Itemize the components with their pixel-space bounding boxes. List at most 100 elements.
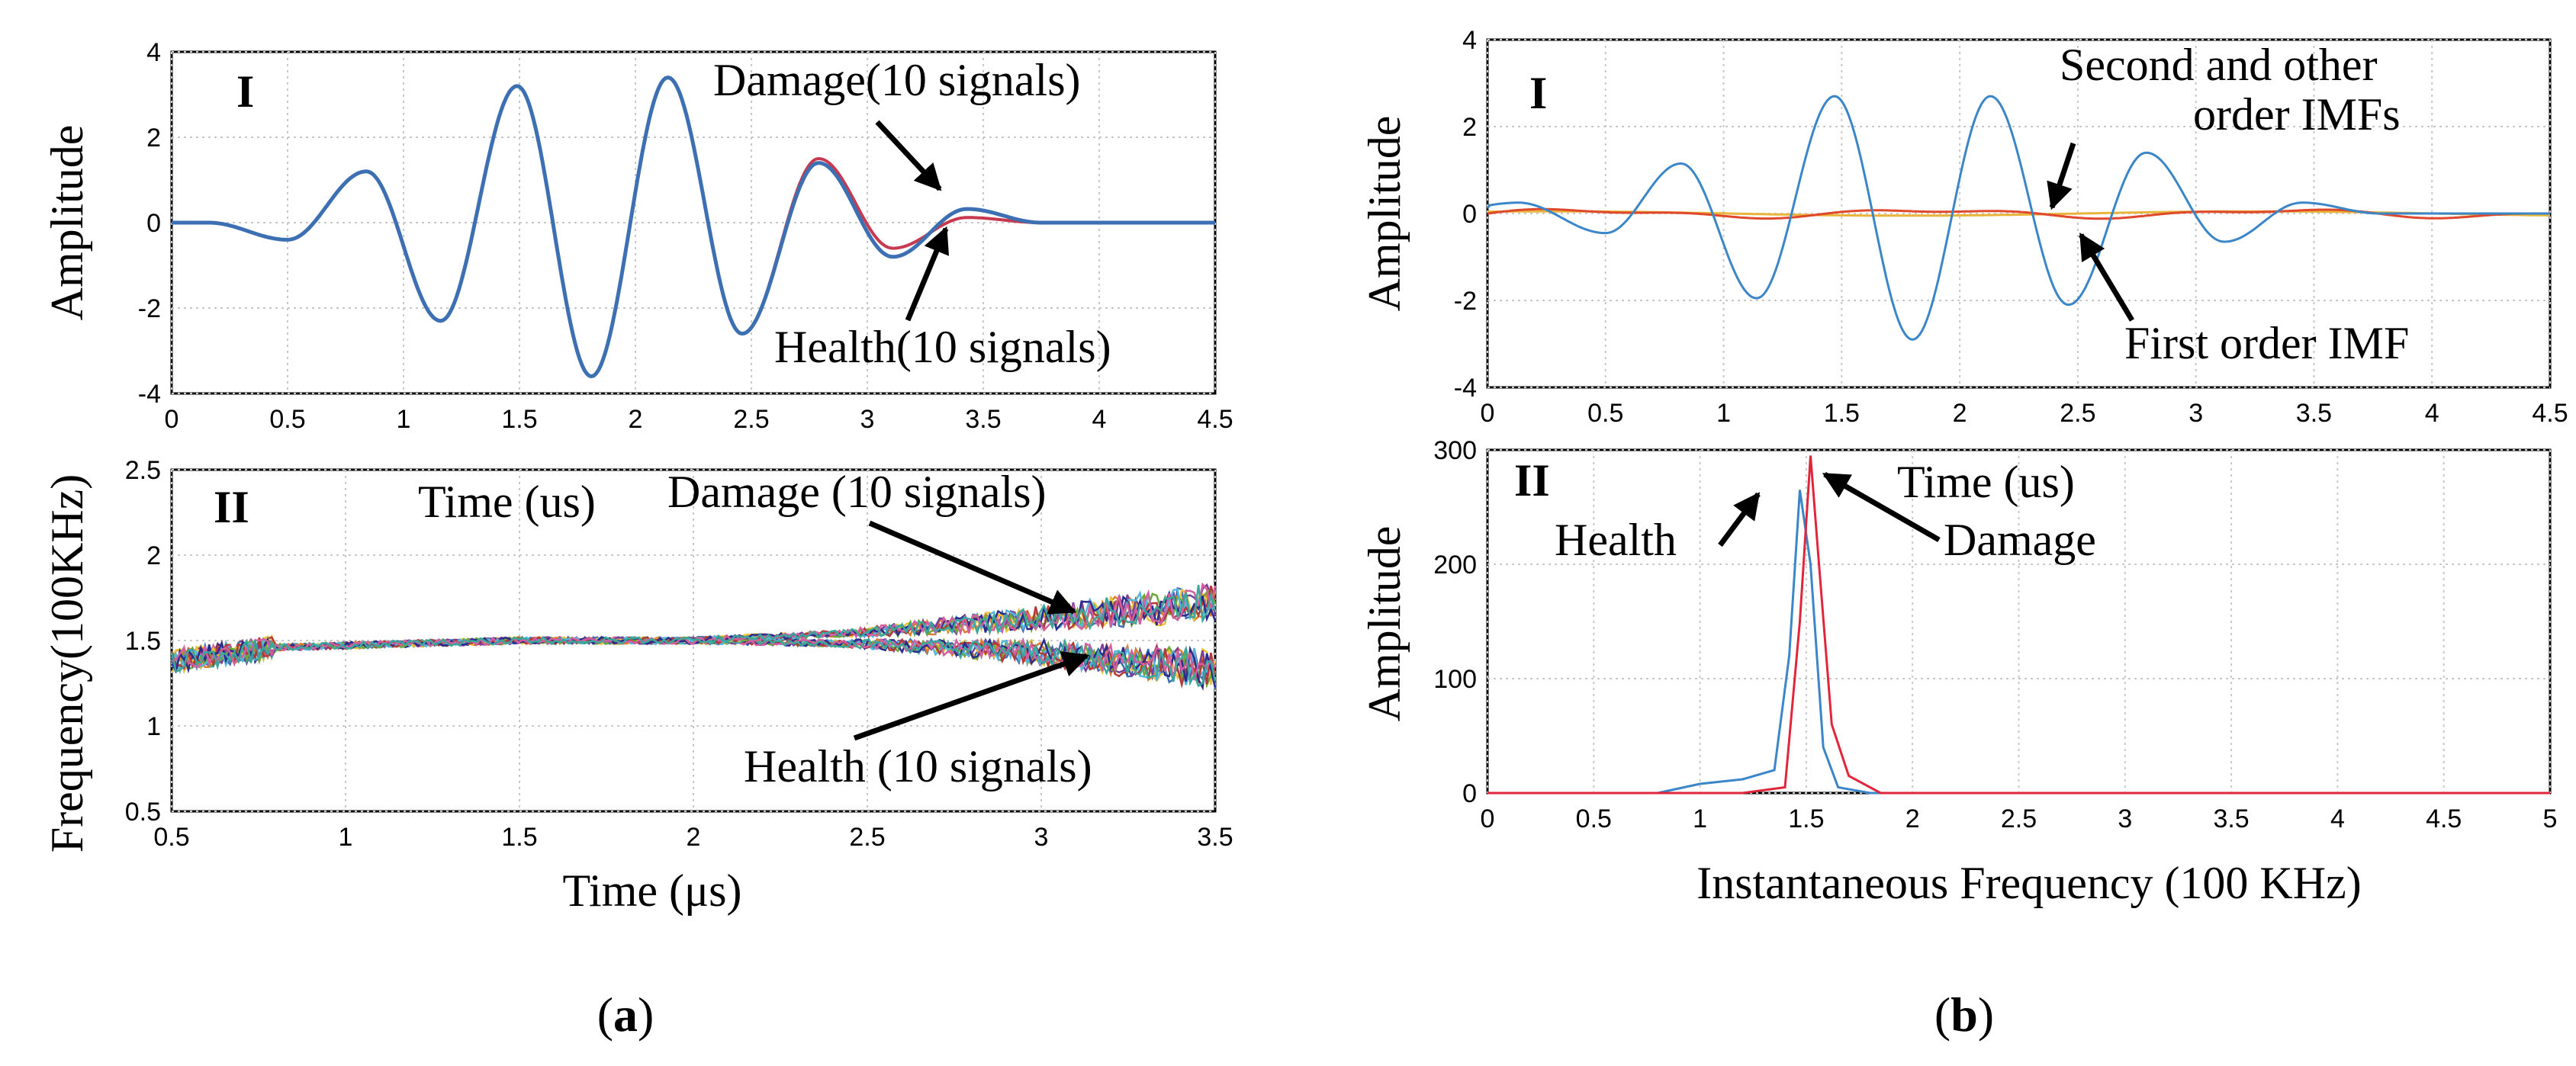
- y-tick-label: -4: [138, 380, 161, 409]
- x-tick-label: 3: [1034, 823, 1049, 852]
- arrow-health: [1718, 492, 1761, 547]
- x-tick-label: 1.5: [501, 405, 537, 434]
- arrow-damage: [875, 120, 942, 191]
- y-tick-label: 100: [1433, 665, 1477, 694]
- x-tick-label: 2.5: [849, 823, 885, 852]
- x-tick-label: 1: [339, 823, 353, 852]
- y-tick-label: 1.5: [125, 627, 161, 656]
- y-tick-label: 0: [146, 209, 161, 238]
- x-tick-label: 4.5: [1197, 405, 1233, 434]
- y-axis-label: Amplitude: [1359, 116, 1410, 312]
- x-tick-label: 3.5: [1197, 823, 1233, 852]
- arrow-damage: [868, 520, 1077, 615]
- panel-label-I: I: [236, 66, 254, 117]
- series-layer: [172, 75, 1215, 379]
- series-damage-spectrum: [1487, 455, 2550, 795]
- x-tick-label: 2.5: [2060, 399, 2095, 428]
- y-axis-label: Amplitude: [1359, 526, 1410, 722]
- panel-label-II: II: [1514, 455, 1550, 506]
- x-tick-label: 0.5: [269, 405, 305, 434]
- annotation-damage: Damage (10 signals): [667, 467, 1047, 517]
- x-tick-label: 0: [1481, 399, 1495, 428]
- x-tick-label: 3: [2118, 804, 2132, 833]
- arrow-damage: [1822, 471, 1941, 543]
- annotation-time: Time (us): [418, 477, 596, 527]
- y-tick-label: 2: [1462, 113, 1477, 142]
- y-tick-label: 4: [146, 38, 161, 67]
- annotation-second-line2: order IMFs: [2193, 89, 2401, 140]
- x-tick-label: 1: [1716, 399, 1731, 428]
- annotation-health: Health (10 signals): [744, 741, 1092, 791]
- chart-a-panel-II: 0.5 1 1.5 2 2.5 3 3.5 0.5 1 1.5 2 2.5 II Frequency(…: [42, 456, 1233, 916]
- annotation-damage: Damage: [1944, 515, 2096, 565]
- y-tick-label: 200: [1433, 551, 1477, 580]
- series-layer: [170, 582, 1217, 691]
- y-tick-label: 1: [146, 712, 161, 741]
- x-tick-label: 0: [165, 405, 179, 434]
- x-tick-label: 0.5: [1587, 399, 1623, 428]
- chart-b-panel-II: 0 0.5 1 1.5 2 2.5 3 3.5 4 4.5 5 0 100 200 300 II Ampli…: [1359, 436, 2557, 908]
- x-tick-label: 3: [2188, 399, 2203, 428]
- series-damage-line: [172, 75, 1215, 379]
- annotation-first: First order IMF: [2124, 318, 2409, 368]
- arrow-health: [905, 226, 950, 322]
- tick-labels: 0 0.5 1 1.5 2 2.5 3 3.5 4 4.5 -4 -2 0 2 4: [138, 38, 1233, 434]
- x-tick-label: 1: [397, 405, 411, 434]
- x-tick-label: 2.5: [2001, 804, 2037, 833]
- x-tick-label: 4: [2425, 399, 2439, 428]
- arrow-second: [2047, 142, 2076, 210]
- x-tick-label: 0: [1481, 804, 1495, 833]
- series-damage-10: [170, 585, 1217, 673]
- annotation-damage: Damage(10 signals): [713, 55, 1081, 105]
- x-tick-label: 2: [1953, 399, 1967, 428]
- y-tick-label: -4: [1454, 374, 1477, 403]
- x-tick-label: 3.5: [965, 405, 1001, 434]
- x-tick-label: 4: [2330, 804, 2345, 833]
- caption-a: (a): [597, 987, 654, 1042]
- x-tick-label: 1.5: [1788, 804, 1824, 833]
- y-tick-label: 300: [1433, 436, 1477, 465]
- series-first-imf: [1486, 95, 2550, 341]
- x-tick-label: 3.5: [2296, 399, 2332, 428]
- y-axis-label: Frequency(100KHz): [42, 474, 92, 853]
- x-tick-label: 3: [860, 405, 875, 434]
- x-tick-label: 2: [687, 823, 701, 852]
- annotation-second-line1: Second and other: [2060, 40, 2378, 90]
- annotation-health: Health: [1555, 515, 1677, 565]
- x-tick-label: 5: [2543, 804, 2558, 833]
- y-tick-label: 0.5: [125, 798, 161, 827]
- x-tick-label: 3.5: [2213, 804, 2249, 833]
- tick-labels: 0 0.5 1 1.5 2 2.5 3 3.5 4 4.5 -4 -2 0 2 4: [1454, 26, 2568, 428]
- y-tick-label: 2: [146, 541, 161, 570]
- y-tick-label: 2.5: [125, 456, 161, 485]
- x-tick-label: 4.5: [2426, 804, 2462, 833]
- x-tick-label: 0.5: [1576, 804, 1612, 833]
- arrow-health: [853, 651, 1090, 741]
- y-tick-label: 0: [1462, 200, 1477, 229]
- x-tick-label: 1.5: [1824, 399, 1860, 428]
- y-tick-label: 0: [1462, 779, 1477, 808]
- x-axis-label: Time (μs): [563, 865, 742, 916]
- arrow-first: [2078, 232, 2135, 322]
- y-tick-label: 4: [1462, 26, 1477, 55]
- x-tick-label: 2.5: [733, 405, 769, 434]
- series-health-spectrum: [1487, 490, 2550, 795]
- annotation-health: Health(10 signals): [774, 322, 1111, 372]
- x-axis-label: Instantaneous Frequency (100 KHz): [1696, 858, 2361, 908]
- series-layer: [1487, 455, 2550, 795]
- b1-x-axis-label: Time (us): [1897, 457, 2075, 507]
- y-tick-label: 2: [146, 124, 161, 153]
- tick-labels: 0.5 1 1.5 2 2.5 3 3.5 0.5 1 1.5 2 2.5: [125, 456, 1233, 852]
- x-tick-label: 2: [1905, 804, 1920, 833]
- panel-label-II: II: [214, 482, 249, 532]
- x-tick-label: 2: [629, 405, 643, 434]
- y-tick-label: -2: [138, 294, 161, 323]
- series-layer: [1486, 95, 2550, 341]
- x-tick-label: 0.5: [153, 823, 189, 852]
- y-tick-label: -2: [1454, 287, 1477, 316]
- tick-labels: 0 0.5 1 1.5 2 2.5 3 3.5 4 4.5 5 0 100 200 300: [1433, 436, 2557, 833]
- panel-label-I: I: [1529, 68, 1547, 118]
- x-tick-label: 1: [1693, 804, 1707, 833]
